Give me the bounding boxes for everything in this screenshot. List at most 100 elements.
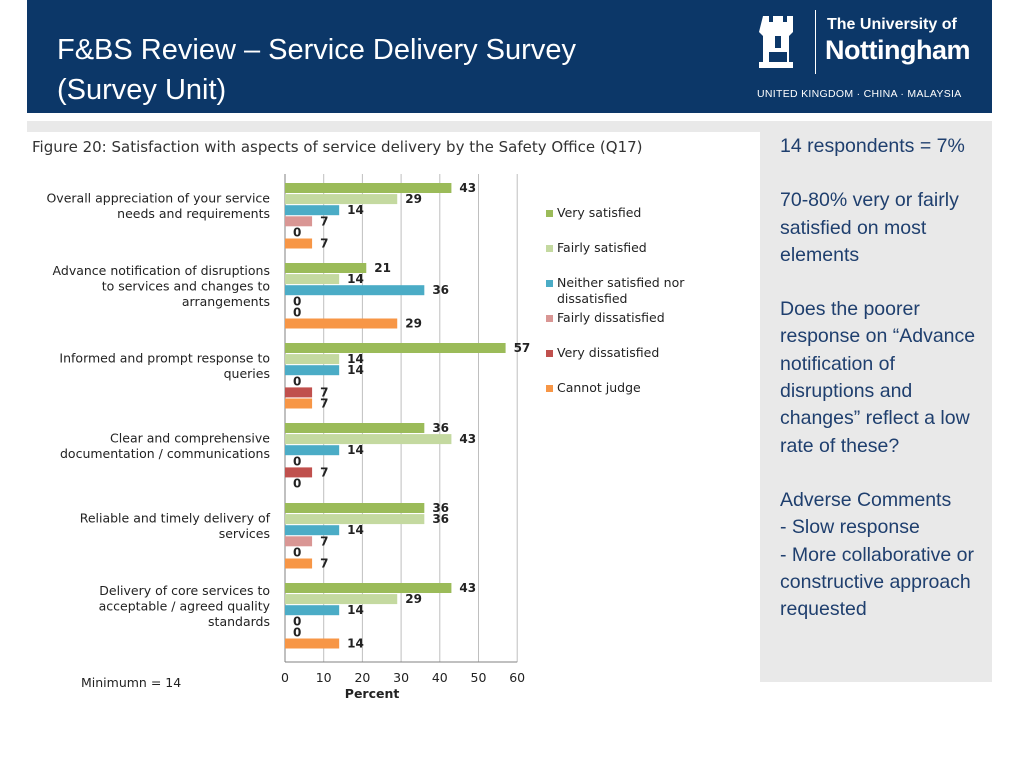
data-label: 0 [293,374,301,388]
data-label: 21 [374,261,391,275]
note-adverse-item: - More collaborative or constructive app… [780,543,974,621]
bar [285,503,425,513]
data-label: 7 [320,237,328,251]
category-label: documentation / communications [60,446,270,461]
data-label: 43 [459,181,476,195]
data-label: 14 [347,637,364,651]
data-label: 0 [293,305,301,319]
legend-swatch [546,350,553,357]
bar [285,263,367,273]
data-label: 7 [320,465,328,479]
slide-title: F&BS Review – Service Delivery Survey (S… [57,30,737,110]
logo-text-line2: Nottingham [825,35,970,65]
data-label: 7 [320,397,328,411]
bar [285,605,340,616]
bar [285,558,313,569]
bar [285,467,313,478]
slide-title-line2: (Survey Unit) [57,74,227,106]
bar [285,205,340,216]
data-label: 0 [293,614,301,628]
data-label: 14 [347,363,364,377]
x-axis-label: Percent [345,686,400,701]
legend-label: dissatisfied [557,291,627,306]
bar [285,343,506,353]
data-label: 0 [293,454,301,468]
bar [285,514,425,525]
note-question: Does the poorer response on “Advance not… [780,298,976,457]
legend-label: Fairly dissatisfied [557,310,665,325]
category-label: Advance notification of disruptions [53,263,270,278]
category-label: Overall appreciation of your service [46,191,270,206]
bar [285,194,398,205]
legend-label: Very satisfied [557,205,641,220]
logo-text-line1: The University of [827,16,957,33]
category-label: acceptable / agreed quality [99,598,271,613]
data-label: 7 [320,557,328,571]
data-label: 36 [432,283,449,297]
x-tick-label: 60 [509,670,525,685]
note-adverse: Adverse Comments - Slow response - More … [780,487,992,623]
data-label: 29 [405,317,422,331]
bar [285,238,313,249]
category-label: arrangements [182,294,270,309]
data-label: 7 [320,534,328,548]
category-label: standards [208,614,270,629]
legend-label: Neither satisfied nor [557,275,685,290]
data-label: 0 [293,545,301,559]
note-adverse-item: - Slow response [780,516,920,539]
data-label: 0 [293,225,301,239]
bar [285,525,340,536]
legend-swatch [546,385,553,392]
x-tick-label: 10 [316,670,332,685]
chart-title: Figure 20: Satisfaction with aspects of … [32,138,643,156]
bar [285,183,452,193]
data-label: 14 [347,603,364,617]
data-label: 36 [432,501,449,515]
x-tick-label: 30 [393,670,409,685]
category-label: Reliable and timely delivery of [80,511,271,526]
x-tick-label: 40 [432,670,448,685]
bar [285,445,340,456]
legend-swatch [546,245,553,252]
bar [285,583,452,593]
logo-subtitle: UNITED KINGDOM · CHINA · MALAYSIA [757,88,962,100]
data-label: 14 [347,443,364,457]
data-label: 57 [514,341,531,355]
category-label: services [219,526,270,541]
x-tick-label: 0 [281,670,289,685]
bar [285,354,340,365]
bar [285,536,313,547]
note-satisfaction: 70-80% very or fairly satisfied on most … [780,189,959,266]
category-label: needs and requirements [117,206,270,221]
category-label: Informed and prompt response to [59,351,270,366]
bar [285,285,425,296]
data-label: 29 [405,592,422,606]
bar [285,318,398,329]
data-label: 14 [347,203,364,217]
university-tower-icon [755,12,801,72]
data-label: 14 [347,352,364,366]
logo-divider [815,10,816,74]
legend-label: Very dissatisfied [557,345,659,360]
bar [285,216,313,227]
data-label: 36 [432,421,449,435]
x-tick-label: 20 [354,670,370,685]
notes-panel: 14 respondents = 7% 70-80% very or fairl… [760,121,992,682]
data-label: 7 [320,214,328,228]
data-label: 7 [320,385,328,399]
satisfaction-chart: Figure 20: Satisfaction with aspects of … [32,138,685,701]
bar [285,594,398,605]
slide-title-line1: F&BS Review – Service Delivery Survey [57,34,576,66]
legend-swatch [546,315,553,322]
data-label: 14 [347,272,364,286]
content-band [27,121,992,132]
legend-label: Fairly satisfied [557,240,647,255]
chart-footnote: Minimumn = 14 [81,675,181,690]
data-label: 43 [459,432,476,446]
category-label: Delivery of core services to [99,583,270,598]
x-tick-label: 50 [471,670,487,685]
data-label: 14 [347,523,364,537]
data-label: 36 [432,512,449,526]
category-label: Clear and comprehensive [110,431,270,446]
legend-swatch [546,280,553,287]
